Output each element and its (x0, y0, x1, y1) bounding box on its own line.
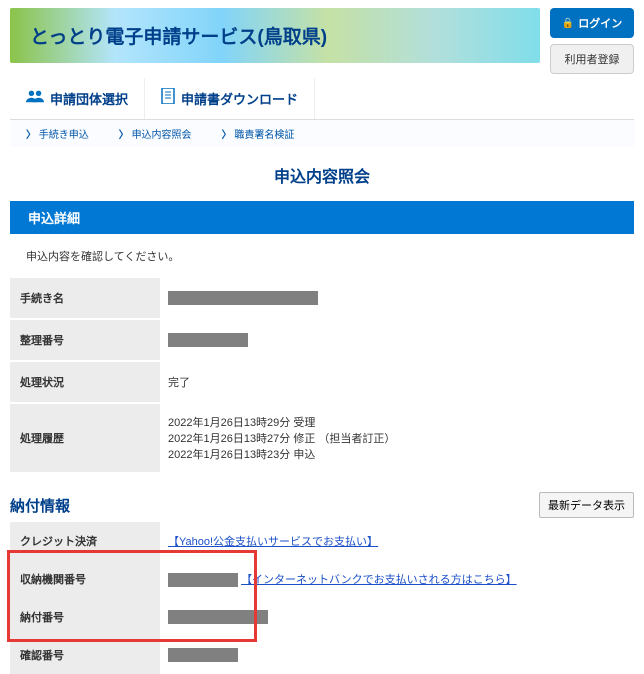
procedure-label: 手続き名 (10, 278, 160, 319)
tab-bar: 申請団体選択 申請書ダウンロード (10, 78, 634, 120)
internet-bank-link[interactable]: 【インターネットバンクでお支払いされる方はこちら】 (241, 574, 517, 586)
hint-text: 申込内容を確認してください。 (10, 234, 634, 278)
table-row: クレジット決済 【Yahoo!公金支払いサービスでお支払い】 (10, 522, 634, 560)
confirm-no-value (160, 636, 634, 674)
login-button[interactable]: ログイン (550, 8, 634, 38)
table-row: 手続き名 (10, 278, 634, 319)
section-header: 申込詳細 (10, 201, 634, 234)
service-banner: とっとり電子申請サービス(鳥取県) (10, 8, 540, 63)
group-icon (26, 89, 44, 108)
refresh-button[interactable]: 最新データ表示 (539, 492, 634, 518)
table-row: 確認番号 (10, 636, 634, 674)
org-no-label: 収納機関番号 (10, 560, 160, 598)
status-label: 処理状況 (10, 361, 160, 403)
payment-section-title: 納付情報 (10, 495, 70, 516)
service-title: とっとり電子申請サービス(鳥取県) (30, 22, 520, 49)
redacted (168, 291, 318, 305)
credit-value: 【Yahoo!公金支払いサービスでお支払い】 (160, 522, 634, 560)
procedure-value (160, 278, 634, 319)
yahoo-payment-link[interactable]: 【Yahoo!公金支払いサービスでお支払い】 (168, 536, 378, 548)
credit-label: クレジット決済 (10, 522, 160, 560)
breadcrumb: 手続き申込 申込内容照会 職責署名検証 (10, 120, 634, 147)
history-value: 2022年1月26日13時29分 受理 2022年1月26日13時27分 修正 … (160, 403, 634, 473)
status-value: 完了 (160, 361, 634, 403)
org-no-value: 【インターネットバンクでお支払いされる方はこちら】 (160, 560, 634, 598)
breadcrumb-item[interactable]: 申込内容照会 (119, 126, 192, 141)
table-row: 納付番号 (10, 598, 634, 636)
history-label: 処理履歴 (10, 403, 160, 473)
table-row: 処理履歴 2022年1月26日13時29分 受理 2022年1月26日13時27… (10, 403, 634, 473)
breadcrumb-item[interactable]: 手続き申込 (26, 126, 89, 141)
redacted (168, 610, 268, 624)
page-title: 申込内容照会 (0, 147, 644, 197)
table-row: 収納機関番号 【インターネットバンクでお支払いされる方はこちら】 (10, 560, 634, 598)
payment-table: クレジット決済 【Yahoo!公金支払いサービスでお支払い】 収納機関番号 【イ… (10, 522, 634, 674)
breadcrumb-item[interactable]: 職責署名検証 (222, 126, 295, 141)
ref-no-value (160, 319, 634, 361)
redacted (168, 333, 248, 347)
pay-no-value (160, 598, 634, 636)
confirm-no-label: 確認番号 (10, 636, 160, 674)
document-icon (161, 88, 175, 109)
pay-no-label: 納付番号 (10, 598, 160, 636)
ref-no-label: 整理番号 (10, 319, 160, 361)
table-row: 処理状況 完了 (10, 361, 634, 403)
lock-icon (562, 17, 574, 29)
tab-download-form[interactable]: 申請書ダウンロード (145, 78, 315, 119)
tab-select-org[interactable]: 申請団体選択 (10, 78, 145, 119)
detail-table: 手続き名 整理番号 処理状況 完了 処理履歴 2022年1月26日13時29分 … (10, 278, 634, 474)
table-row: 整理番号 (10, 319, 634, 361)
register-button[interactable]: 利用者登録 (550, 44, 634, 74)
redacted (168, 648, 238, 662)
